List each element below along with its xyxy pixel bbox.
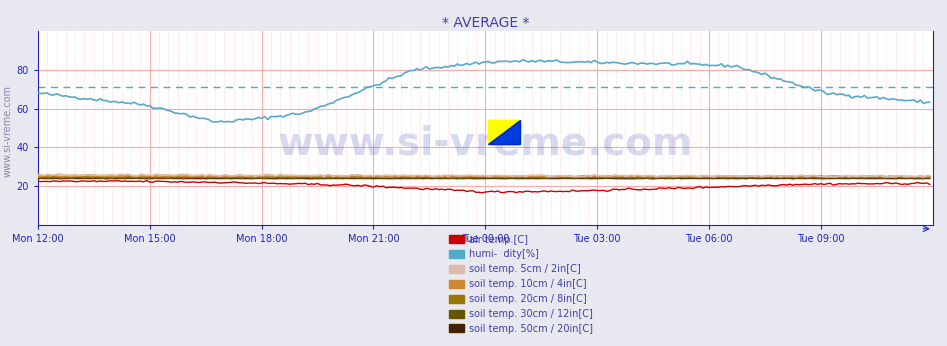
Legend: air temp.[C], humi-  dity[%], soil temp. 5cm / 2in[C], soil temp. 10cm / 4in[C],: air temp.[C], humi- dity[%], soil temp. … [445, 231, 597, 338]
Title: * AVERAGE *: * AVERAGE * [441, 16, 529, 30]
Text: www.si-vreme.com: www.si-vreme.com [277, 125, 693, 163]
Polygon shape [489, 120, 520, 144]
Text: www.si-vreme.com: www.si-vreme.com [3, 85, 13, 177]
Polygon shape [489, 120, 520, 144]
Polygon shape [489, 120, 520, 144]
